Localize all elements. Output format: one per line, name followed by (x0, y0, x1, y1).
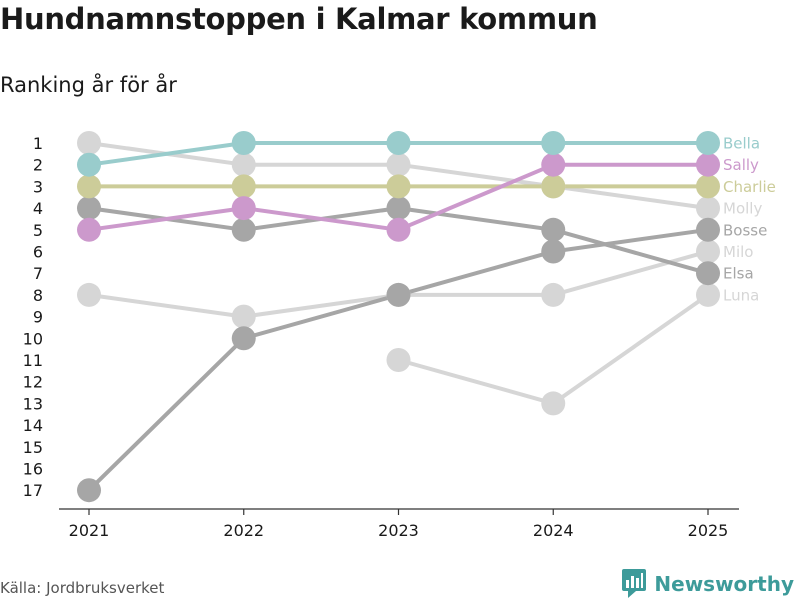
series-label-molly: Molly (723, 200, 762, 218)
y-tick-label: 1 (33, 134, 43, 153)
point-luna-2023[interactable] (386, 348, 411, 372)
point-molly-2025[interactable] (696, 196, 720, 221)
y-tick-label: 14 (23, 416, 43, 435)
point-elsa-2023[interactable] (386, 196, 411, 221)
x-tick-label: 2022 (223, 521, 264, 540)
y-tick-label: 7 (33, 264, 43, 283)
y-tick-label: 5 (33, 221, 43, 240)
point-sally-2025[interactable] (696, 152, 720, 177)
point-bosse-2021[interactable] (77, 478, 101, 503)
y-tick-label: 17 (23, 481, 43, 500)
point-elsa-2025[interactable] (696, 261, 720, 286)
point-bella-2022[interactable] (231, 131, 256, 155)
x-tick-label: 2024 (533, 521, 574, 540)
point-elsa-2022[interactable] (231, 217, 256, 242)
series-label-luna: Luna (723, 286, 759, 304)
point-charlie-2022[interactable] (231, 174, 256, 199)
point-elsa-2024[interactable] (541, 217, 566, 242)
series-label-sally: Sally (723, 156, 759, 174)
series-line-luna (397, 293, 710, 406)
point-molly-2023[interactable] (386, 152, 411, 177)
point-bella-2021[interactable] (77, 152, 101, 177)
newsworthy-logo-icon (622, 569, 647, 598)
point-bella-2024[interactable] (541, 131, 566, 155)
y-tick-label: 6 (33, 243, 43, 262)
point-charlie-2025[interactable] (696, 174, 720, 199)
brand-logo[interactable]: Newsworthy (622, 569, 794, 599)
y-tick-label: 16 (23, 460, 43, 479)
point-bosse-2022[interactable] (231, 326, 256, 351)
point-sally-2023[interactable] (386, 217, 411, 242)
brand-name: Newsworthy (654, 572, 794, 596)
point-luna-2025[interactable] (696, 282, 720, 307)
point-sally-2021[interactable] (77, 217, 101, 242)
point-charlie-2021[interactable] (77, 174, 101, 199)
series-label-milo: Milo (723, 243, 753, 261)
series-label-charlie: Charlie (723, 178, 776, 196)
series-label-elsa: Elsa (723, 265, 754, 283)
x-tick-label: 2021 (69, 521, 110, 540)
y-tick-label: 11 (23, 351, 43, 370)
point-milo-2022[interactable] (231, 304, 256, 329)
point-charlie-2023[interactable] (386, 174, 411, 199)
x-tick-label: 2023 (378, 521, 419, 540)
y-tick-label: 8 (33, 286, 43, 305)
point-milo-2021[interactable] (77, 282, 101, 307)
point-sally-2024[interactable] (541, 152, 566, 177)
y-tick-label: 3 (33, 177, 43, 196)
series-label-bosse: Bosse (723, 221, 767, 239)
source-note: Källa: Jordbruksverket (0, 579, 165, 597)
point-bosse-2025[interactable] (696, 217, 720, 242)
y-tick-label: 4 (33, 199, 43, 218)
point-elsa-2021[interactable] (77, 196, 101, 221)
point-bosse-2023[interactable] (386, 282, 411, 307)
point-luna-2024[interactable] (541, 391, 566, 416)
x-tick-label: 2025 (688, 521, 729, 540)
x-axis: 2021 2022 2023 2024 2025 (59, 508, 739, 540)
chart-subtitle: Ranking år för år (0, 73, 177, 97)
series-labels: Luna Milo Molly Elsa Bosse Charlie Sally Bella (723, 135, 776, 305)
point-milo-2024[interactable] (541, 282, 566, 307)
y-tick-label: 10 (23, 329, 43, 348)
y-tick-label: 12 (23, 373, 43, 392)
point-molly-2021[interactable] (77, 131, 101, 155)
point-bella-2025[interactable] (696, 131, 720, 155)
series-label-bella: Bella (723, 135, 760, 153)
point-molly-2022[interactable] (231, 152, 256, 177)
y-tick-label: 2 (33, 156, 43, 175)
point-milo-2025[interactable] (696, 239, 720, 264)
point-charlie-2024[interactable] (541, 174, 566, 199)
point-sally-2022[interactable] (231, 196, 256, 221)
y-tick-label: 13 (23, 394, 43, 413)
series-points (77, 131, 720, 503)
y-tick-label: 15 (23, 438, 43, 457)
y-tick-label: 9 (33, 308, 43, 327)
point-bosse-2024[interactable] (541, 239, 566, 264)
point-bella-2023[interactable] (386, 131, 411, 155)
chart-title: Hundnamnstoppen i Kalmar kommun (0, 2, 598, 36)
